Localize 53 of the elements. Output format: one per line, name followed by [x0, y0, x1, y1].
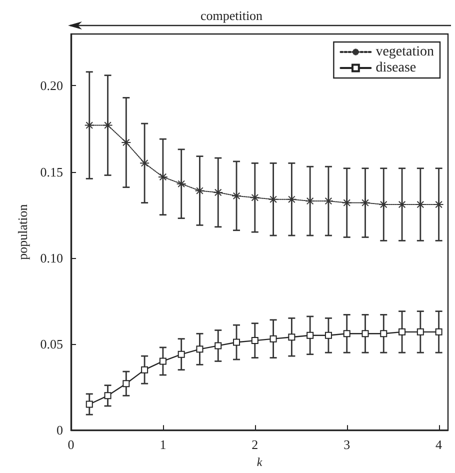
point: [415, 199, 426, 210]
point: [104, 392, 112, 400]
y-axis-title: population: [15, 204, 30, 260]
point: [323, 196, 334, 206]
point: [288, 334, 296, 341]
point: [84, 120, 94, 130]
point: [140, 158, 150, 168]
point: [286, 194, 297, 204]
point: [86, 400, 93, 408]
point: [434, 199, 444, 210]
point: [158, 172, 168, 182]
point: [306, 332, 314, 339]
x-tick-label: 4: [436, 437, 443, 452]
point: [176, 178, 186, 189]
legend-label: disease: [376, 60, 416, 76]
point: [102, 120, 113, 130]
x-tick-label: 1: [160, 437, 166, 452]
point: [342, 198, 352, 208]
point: [232, 190, 242, 201]
legend-label: vegetation: [376, 44, 434, 60]
point: [380, 330, 388, 338]
point: [213, 187, 224, 198]
y-tick-label: 0.15: [40, 164, 63, 180]
text: competition: [200, 8, 264, 23]
point: [343, 330, 350, 338]
point: [268, 194, 278, 204]
point: [378, 199, 389, 210]
point: [398, 328, 406, 336]
y-tick-label: 0.05: [40, 336, 63, 352]
point: [141, 366, 148, 374]
point: [159, 358, 166, 365]
point: [178, 350, 185, 358]
y-tick-label: 0: [56, 422, 63, 438]
x-tick-label: 3: [344, 437, 350, 452]
point: [122, 380, 130, 388]
point: [360, 198, 370, 208]
point: [251, 337, 258, 344]
y-tick-label: 0.20: [40, 78, 63, 94]
point: [194, 186, 205, 196]
point: [233, 338, 240, 346]
point: [435, 328, 442, 336]
x-tick-label: 2: [252, 437, 258, 452]
point: [362, 330, 369, 338]
point: [214, 342, 222, 350]
x-tick-label: 0: [68, 437, 74, 452]
point: [196, 346, 204, 353]
point: [121, 137, 132, 148]
point: [324, 332, 332, 339]
y-tick-label: 0.10: [40, 250, 63, 266]
point: [250, 192, 260, 203]
x-axis-title: k: [256, 455, 263, 469]
point: [416, 328, 424, 336]
point: [270, 335, 277, 342]
